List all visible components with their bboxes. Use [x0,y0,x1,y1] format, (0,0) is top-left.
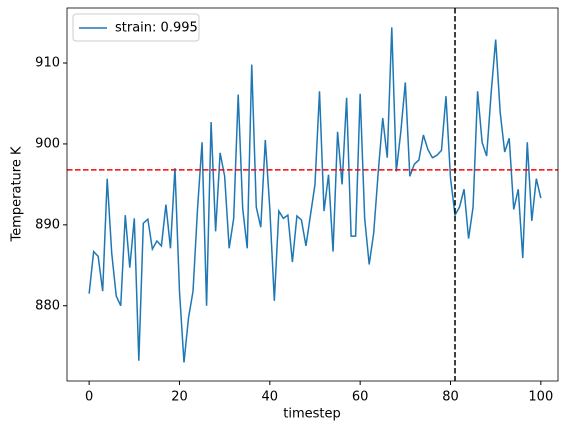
x-tick-label: 0 [85,390,93,405]
y-tick-label: 880 [35,298,60,313]
x-tick-label: 60 [352,390,369,405]
y-tick-label: 890 [35,217,60,232]
axes-frame [66,7,559,382]
x-tick-label: 80 [442,390,459,405]
legend-label: strain: 0.995 [115,21,198,36]
data-line [88,27,542,363]
y-axis-label: Temperature K [10,146,25,242]
x-tick-label: 40 [262,390,279,405]
x-tick-label: 20 [171,390,188,405]
y-tick-label: 910 [35,56,60,71]
x-tick-label: 100 [528,390,553,405]
legend-box [72,13,200,42]
y-tick-label: 900 [35,136,60,151]
x-axis-label: timestep [283,407,341,422]
